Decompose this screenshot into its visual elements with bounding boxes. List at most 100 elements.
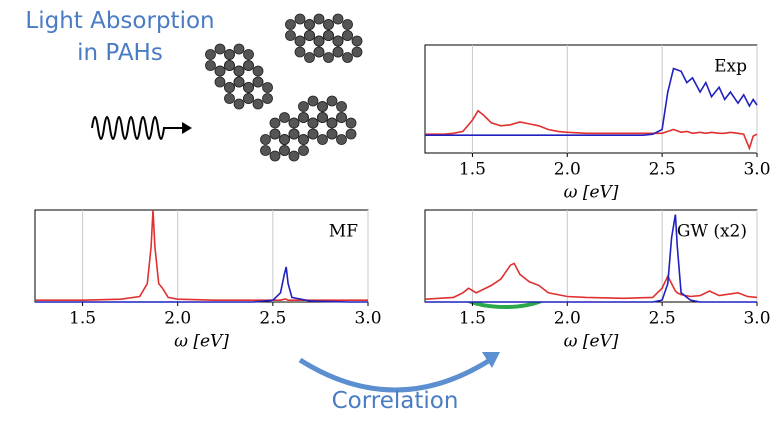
atom bbox=[289, 151, 299, 161]
atom bbox=[244, 61, 254, 71]
atom bbox=[295, 47, 305, 57]
panel-label: MF bbox=[329, 222, 358, 242]
title-line: Light Absorption bbox=[25, 8, 214, 34]
atom bbox=[324, 53, 334, 63]
page: Light Absorption in PAHs Correlation 1.5… bbox=[0, 0, 773, 423]
atom bbox=[305, 53, 315, 63]
atom bbox=[295, 14, 305, 24]
atom bbox=[308, 118, 318, 128]
atom bbox=[333, 47, 343, 57]
atom bbox=[260, 146, 270, 156]
atom bbox=[337, 113, 347, 123]
atom bbox=[308, 129, 318, 139]
atom bbox=[314, 47, 324, 57]
atom bbox=[234, 66, 244, 76]
atom bbox=[263, 94, 273, 104]
atom bbox=[244, 50, 254, 60]
atom bbox=[295, 36, 305, 46]
atom bbox=[285, 20, 295, 30]
atom bbox=[224, 83, 234, 93]
atom bbox=[253, 77, 263, 87]
atom bbox=[243, 83, 253, 93]
atom bbox=[337, 102, 347, 112]
atom bbox=[298, 102, 308, 112]
atom bbox=[318, 135, 328, 145]
atom bbox=[343, 20, 353, 30]
atom bbox=[253, 99, 263, 109]
atom bbox=[314, 14, 324, 24]
figure: Light Absorption in PAHs Correlation 1.5… bbox=[0, 0, 773, 423]
molecules bbox=[205, 14, 362, 161]
atom bbox=[224, 94, 234, 104]
atom bbox=[317, 113, 327, 123]
light-wave bbox=[92, 117, 182, 139]
x-tick-label: 1.5 bbox=[459, 309, 486, 329]
atom bbox=[234, 99, 244, 109]
atom bbox=[279, 146, 289, 156]
atom bbox=[285, 31, 295, 41]
atom bbox=[324, 31, 334, 41]
atom bbox=[225, 61, 235, 71]
arrow-label: Correlation bbox=[332, 388, 459, 414]
atom bbox=[263, 83, 273, 93]
atom bbox=[234, 44, 244, 54]
atom bbox=[333, 14, 343, 24]
atom bbox=[305, 31, 315, 41]
atom bbox=[205, 61, 215, 71]
atom bbox=[234, 77, 244, 87]
atom bbox=[224, 50, 234, 60]
x-tick-label: 2.5 bbox=[649, 309, 676, 329]
x-tick-label: 1.5 bbox=[69, 309, 96, 329]
atom bbox=[260, 135, 270, 145]
atom bbox=[215, 44, 225, 54]
x-axis-label: ω [eV] bbox=[564, 183, 619, 203]
atom bbox=[327, 129, 337, 139]
atom bbox=[352, 47, 362, 57]
atom bbox=[314, 36, 324, 46]
atom bbox=[346, 129, 356, 139]
atom bbox=[299, 135, 309, 145]
atom bbox=[343, 31, 353, 41]
atom bbox=[205, 50, 215, 60]
correlation-arrow bbox=[300, 360, 490, 390]
atom bbox=[280, 135, 290, 145]
x-axis-label: ω [eV] bbox=[564, 332, 619, 352]
atom bbox=[243, 94, 253, 104]
atom bbox=[333, 36, 343, 46]
x-axis-label: ω [eV] bbox=[174, 332, 229, 352]
wave-arrowhead bbox=[182, 122, 192, 134]
atom bbox=[298, 113, 308, 123]
x-tick-label: 1.5 bbox=[459, 160, 486, 180]
plot-frame bbox=[35, 210, 368, 302]
atom bbox=[289, 118, 299, 128]
atom bbox=[253, 66, 263, 76]
x-tick-label: 2.0 bbox=[164, 309, 191, 329]
atom bbox=[270, 151, 280, 161]
atom bbox=[317, 102, 327, 112]
atom bbox=[304, 20, 314, 30]
x-tick-label: 3.0 bbox=[743, 309, 770, 329]
x-tick-label: 2.5 bbox=[259, 309, 286, 329]
plot-frame bbox=[425, 45, 757, 153]
x-tick-label: 2.5 bbox=[649, 160, 676, 180]
atom bbox=[308, 96, 318, 106]
atom bbox=[289, 129, 299, 139]
atom bbox=[299, 146, 309, 156]
atom bbox=[352, 36, 362, 46]
atom bbox=[327, 96, 337, 106]
atom bbox=[215, 66, 225, 76]
x-tick-label: 2.0 bbox=[554, 160, 581, 180]
atom bbox=[270, 118, 280, 128]
title-line: in PAHs bbox=[77, 40, 163, 66]
atom bbox=[280, 113, 290, 123]
atom bbox=[270, 129, 280, 139]
x-tick-label: 3.0 bbox=[354, 309, 381, 329]
atom bbox=[327, 118, 337, 128]
x-tick-label: 2.0 bbox=[554, 309, 581, 329]
panel-label: GW (x2) bbox=[677, 222, 747, 242]
panel-label: Exp bbox=[714, 57, 747, 77]
atom bbox=[343, 53, 353, 63]
atom bbox=[346, 118, 356, 128]
atom bbox=[337, 135, 347, 145]
atom bbox=[215, 77, 225, 87]
